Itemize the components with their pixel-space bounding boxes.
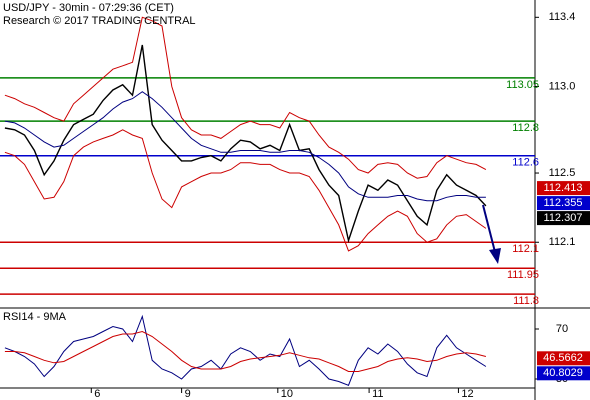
y-tick-label: 112.1 (549, 236, 576, 248)
value-marker-label: 112.413 (544, 182, 583, 194)
x-tick-label: 6 (94, 388, 100, 400)
value-marker-label: 112.355 (544, 197, 583, 209)
y-tick-label: 112.5 (549, 167, 576, 179)
chart-subtitle: Research © 2017 TRADING CENTRAL (3, 15, 196, 27)
level-label: 113.05 (506, 79, 539, 91)
forecast-arrow (482, 204, 496, 253)
series-line (4, 91, 486, 202)
level-label: 112.6 (512, 157, 539, 169)
series-line (4, 314, 487, 386)
value-marker (537, 351, 590, 366)
x-tick-label: 11 (372, 388, 383, 400)
value-marker (537, 196, 590, 211)
y-tick-label: 70 (556, 323, 568, 335)
y-tick-label: 113.0 (549, 80, 576, 92)
series-line (4, 330, 487, 372)
x-tick-label: 12 (461, 388, 473, 400)
value-marker-label: 40.8029 (543, 367, 583, 379)
y-tick-label: 113.4 (549, 11, 576, 23)
value-marker (537, 181, 590, 196)
series-line (4, 44, 487, 244)
level-label: 112.8 (512, 122, 539, 134)
value-marker-label: 46.5662 (543, 352, 583, 364)
level-label: 112.1 (512, 243, 539, 255)
value-marker (537, 211, 590, 226)
value-marker (537, 366, 590, 381)
forecast-arrow-head (489, 248, 501, 264)
plot-layer: 113.4 113.0 112.5 112.1 6 9 10 11 12 113.05 112.8 1… (0, 11, 590, 400)
indicator-title: RSI14 - 9MA (3, 311, 67, 323)
value-marker-label: 112.307 (544, 212, 583, 224)
level-label: 111.95 (507, 269, 539, 281)
chart-title: USD/JPY - 30min - 07:29:36 (CET) (3, 2, 174, 14)
series-line (4, 129, 487, 252)
x-tick-label: 9 (185, 388, 191, 400)
level-label: 111.8 (513, 295, 539, 307)
series-line (4, 16, 487, 179)
x-tick-label: 10 (281, 388, 293, 400)
